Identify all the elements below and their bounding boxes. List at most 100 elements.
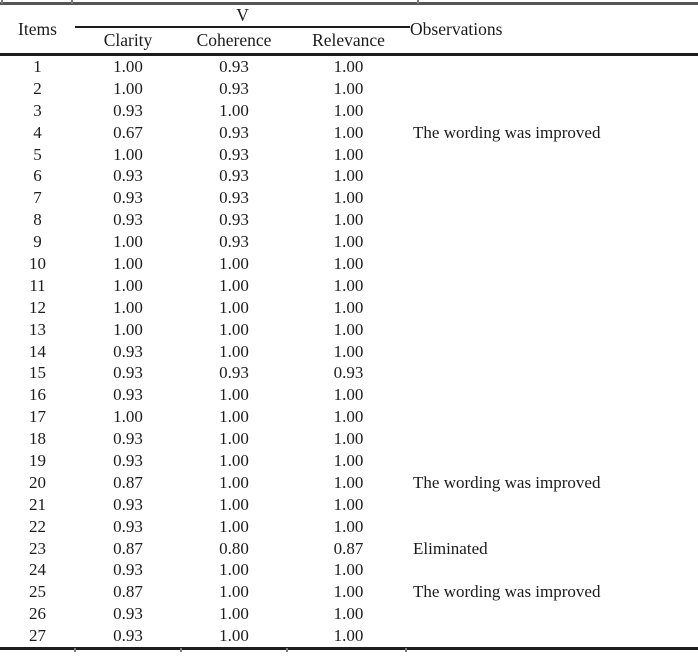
- cell-relevance-value: 1.00: [333, 253, 364, 273]
- cell-clarity-value: 0.93: [113, 560, 143, 580]
- cell-relevance-value: 0.93: [333, 363, 364, 383]
- table-row: 25 0.87 1.00 1.00 The wording was improved: [0, 581, 698, 603]
- border-artifact-tick: [180, 648, 182, 652]
- cell-coherence-value: 1.00: [219, 319, 249, 339]
- cell-relevance-value: 1.00: [333, 516, 364, 536]
- cell-clarity-value: 0.93: [113, 385, 143, 405]
- table-row: 26 0.93 1.00 1.00: [0, 603, 698, 625]
- table-row: 21 0.93 1.00 1.00: [0, 494, 698, 516]
- cell-observation: [410, 406, 698, 428]
- cell-relevance-value: 1.00: [333, 472, 364, 492]
- table-row: 6 0.93 0.93 1.00: [0, 165, 698, 187]
- cell-observation: [410, 625, 698, 651]
- cell-clarity-value: 1.00: [113, 56, 143, 76]
- cell-relevance-value: 1.00: [333, 188, 364, 208]
- column-group-header-v: V: [75, 3, 411, 28]
- table-row: 8 0.93 0.93 1.00: [0, 209, 698, 231]
- cell-clarity-value: 0.93: [113, 429, 143, 449]
- cell-relevance-value: 1.00: [333, 494, 364, 514]
- cell-item-number: 6: [33, 166, 42, 186]
- cell-coherence-value: 0.93: [219, 144, 249, 164]
- table-body: 1 1.00 0.93 1.00 2 1.00 0.93 1.00 3 0.93 1.00 1.00 4…: [0, 55, 698, 651]
- cell-relevance-value: 1.00: [333, 560, 364, 580]
- cell-observation: [410, 494, 698, 516]
- cell-item-number: 20: [29, 472, 46, 492]
- cell-item-number: 3: [33, 100, 42, 120]
- cell-relevance-value: 1.00: [333, 78, 364, 98]
- cell-relevance-value: 1.00: [287, 625, 411, 651]
- cell-coherence-value: 1.00: [219, 450, 249, 470]
- cell-clarity-value: 0.93: [113, 450, 143, 470]
- cell-observation: [410, 55, 698, 78]
- cell-relevance-value: 1.00: [333, 385, 364, 405]
- table-row: 11 1.00 1.00 1.00: [0, 275, 698, 297]
- cell-item-number: 5: [33, 144, 42, 164]
- cell-relevance-value: 1.00: [333, 56, 364, 76]
- cell-clarity-value: 0.87: [113, 538, 143, 558]
- table-row: 4 0.67 0.93 1.00 The wording was improved: [0, 122, 698, 144]
- cell-coherence-value: 0.93: [219, 122, 249, 142]
- cell-observation: The wording was improved: [413, 472, 601, 492]
- cell-observation: [410, 275, 698, 297]
- cell-clarity-value: 0.93: [113, 341, 143, 361]
- cell-clarity-value: 1.00: [113, 297, 143, 317]
- cell-observation: [410, 450, 698, 472]
- cell-item-number: 21: [29, 494, 46, 514]
- cell-clarity-value: 1.00: [113, 319, 143, 339]
- cell-observation: [410, 165, 698, 187]
- table-row: 2 1.00 0.93 1.00: [0, 78, 698, 100]
- cell-item-number: 14: [29, 341, 46, 361]
- table-row: 23 0.87 0.80 0.87 Eliminated: [0, 538, 698, 560]
- cell-clarity-value: 0.93: [113, 604, 143, 624]
- cell-clarity-value: 1.00: [113, 232, 143, 252]
- table-row: 1 1.00 0.93 1.00: [0, 55, 698, 78]
- cell-relevance-value: 0.87: [333, 538, 364, 558]
- table-row: 22 0.93 1.00 1.00: [0, 516, 698, 538]
- column-header-relevance: Relevance: [287, 27, 411, 56]
- cell-observation: [410, 516, 698, 538]
- cell-observation: The wording was improved: [413, 122, 601, 142]
- table-row: 16 0.93 1.00 1.00: [0, 384, 698, 406]
- cell-observation: [410, 341, 698, 363]
- cell-clarity-value: 0.67: [113, 122, 143, 142]
- cell-coherence-value: 1.00: [219, 560, 249, 580]
- table-row: 10 1.00 1.00 1.00: [0, 253, 698, 275]
- cell-relevance-value: 1.00: [333, 122, 364, 142]
- cell-coherence-value: 1.00: [219, 385, 249, 405]
- cell-item-number: 4: [33, 122, 42, 142]
- cell-clarity-value: 0.93: [113, 100, 143, 120]
- cell-coherence-value: 1.00: [181, 625, 287, 651]
- cell-observation: [410, 559, 698, 581]
- cell-item-number: 9: [33, 232, 42, 252]
- table-row: 7 0.93 0.93 1.00: [0, 187, 698, 209]
- cell-relevance-value: 1.00: [333, 275, 364, 295]
- cell-item-number: 12: [29, 297, 46, 317]
- cell-item-number: 25: [29, 582, 46, 602]
- header-row-subcolumns: Clarity Coherence Relevance: [0, 27, 698, 56]
- cell-item-number: 13: [29, 319, 46, 339]
- cell-observation: [410, 209, 698, 231]
- table-row: 14 0.93 1.00 1.00: [0, 341, 698, 363]
- border-artifact-tick: [71, 0, 73, 4]
- cell-observation: [410, 297, 698, 319]
- cell-item-number: 2: [33, 78, 42, 98]
- cell-clarity-value: 1.00: [113, 78, 143, 98]
- column-header-coherence: Coherence: [181, 27, 287, 56]
- cell-coherence-value: 1.00: [219, 341, 249, 361]
- table-header: Items V Observations Clarity Coherence R…: [0, 3, 698, 56]
- border-artifact-tick: [1, 0, 3, 4]
- table-row: 19 0.93 1.00 1.00: [0, 450, 698, 472]
- cell-coherence-value: 1.00: [219, 516, 249, 536]
- cell-relevance-value: 1.00: [333, 144, 364, 164]
- cell-clarity-value: 0.93: [113, 363, 143, 383]
- cell-observation: [410, 319, 698, 341]
- cell-coherence-value: 1.00: [219, 275, 249, 295]
- cell-relevance-value: 1.00: [333, 407, 364, 427]
- cell-clarity-value: 0.87: [113, 582, 143, 602]
- cell-coherence-value: 0.93: [219, 166, 249, 186]
- cell-item-number: 1: [33, 56, 42, 76]
- cell-item-number: 23: [29, 538, 46, 558]
- cell-coherence-value: 1.00: [219, 604, 249, 624]
- cell-item-number: 24: [29, 560, 46, 580]
